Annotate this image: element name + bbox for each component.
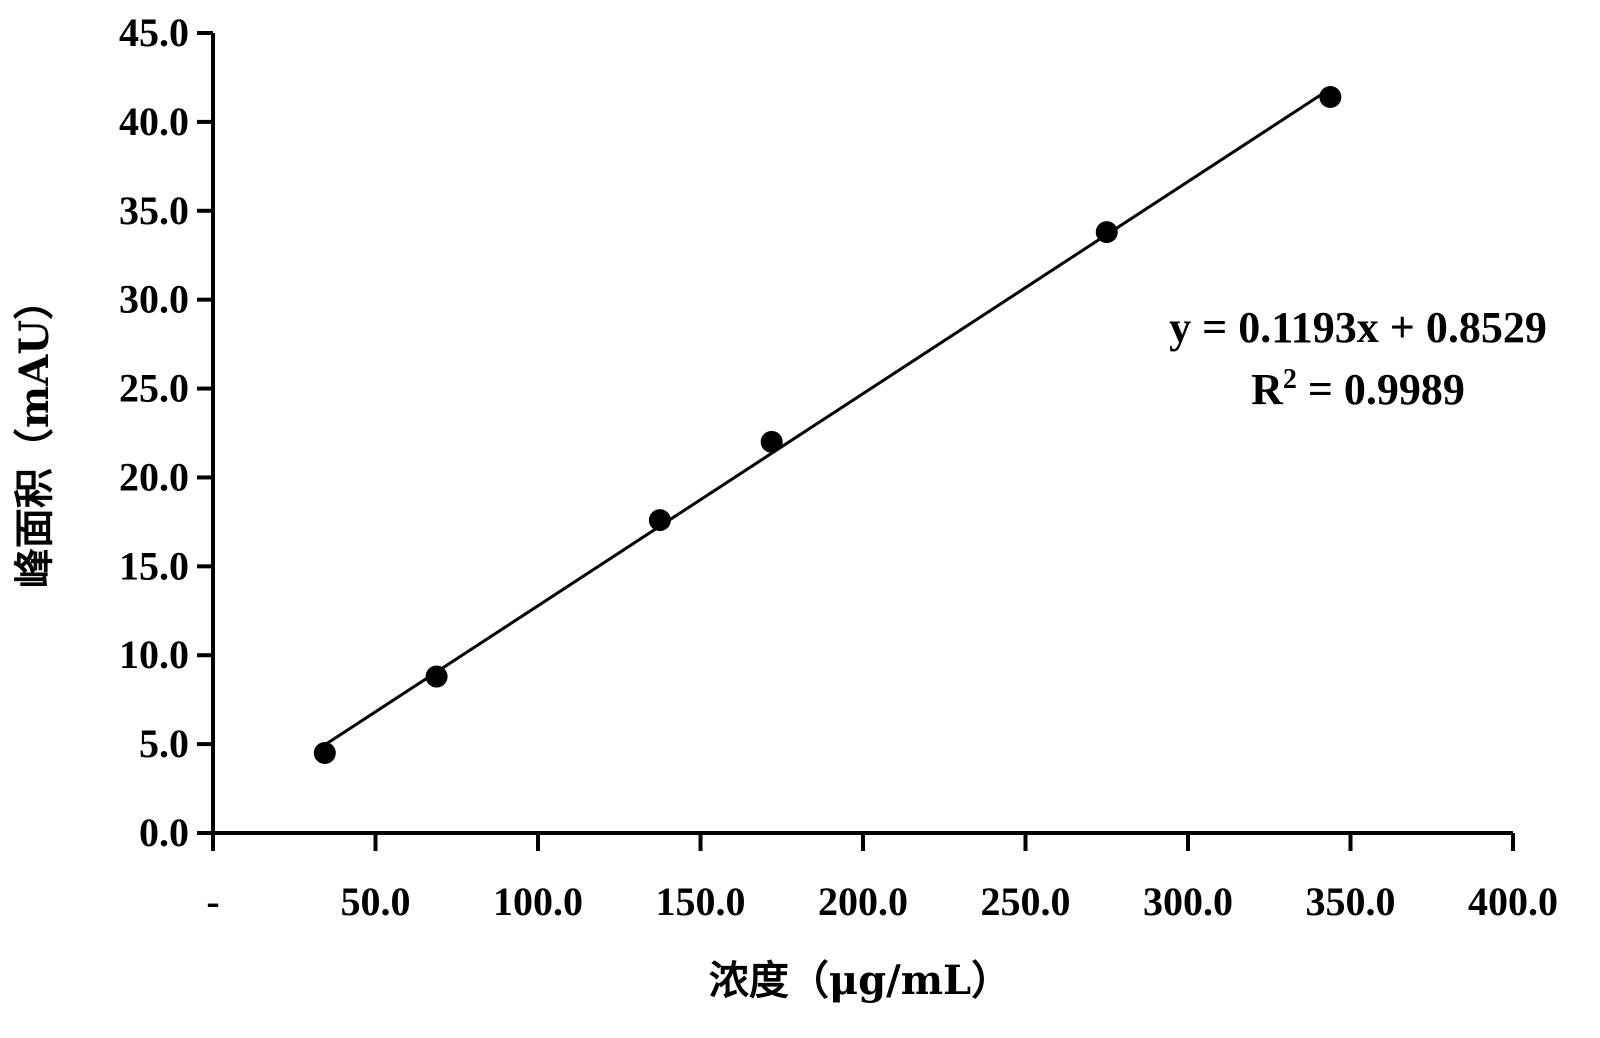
y-tick-label: 10.0 [119,632,189,677]
y-tick-label: 5.0 [139,721,189,766]
data-point [760,430,783,453]
x-axis-title: 浓度（μg/mL） [709,957,1011,1004]
x-tick-label: - [206,879,219,924]
y-tick-label: 45.0 [119,10,189,55]
data-point [313,742,336,764]
x-tick-label: 50.0 [341,879,411,924]
r-squared-prefix: R [1251,365,1284,414]
r-squared-label: R2 = 0.9989 [1251,364,1465,414]
y-tick-label: 20.0 [119,454,189,499]
y-tick-label: 0.0 [139,810,189,855]
x-tick-label: 150.0 [656,879,746,924]
r-squared-superscript: 2 [1283,364,1297,395]
x-tick-label: 100.0 [493,879,583,924]
plot-area: 0.0 5.0 10.0 15.0 20.0 25.0 30.0 35.0 40.0 45.0 - 5… [119,10,1558,924]
y-tick-label: 30.0 [119,277,189,322]
x-tick-label: 250.0 [981,879,1071,924]
data-point [425,665,448,688]
data-point [648,509,671,532]
y-tick-label: 15.0 [119,543,189,588]
y-tick-label: 40.0 [119,99,189,144]
equation-label: y = 0.1193x + 0.8529 [1169,303,1547,352]
y-tick-label: 25.0 [119,366,189,411]
trendline [323,87,1332,747]
x-tick-label: 300.0 [1143,879,1233,924]
data-point [1319,86,1342,108]
r-squared-value: = 0.9989 [1297,365,1465,414]
x-tick-label: 400.0 [1468,879,1558,924]
y-axis-title: 峰面积（mAU） [11,280,58,588]
y-tick-label: 35.0 [119,188,189,233]
x-tick-label: 200.0 [818,879,908,924]
x-tick-label: 350.0 [1306,879,1396,924]
data-point [1095,221,1118,244]
